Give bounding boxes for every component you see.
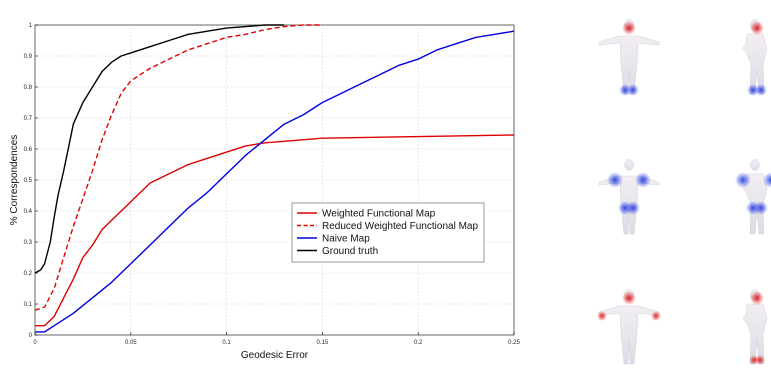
x-tick-label: 0.05	[125, 340, 137, 346]
heat-blob	[622, 21, 636, 35]
heat-blob	[750, 21, 764, 35]
mesh-figure-bent	[742, 289, 768, 365]
y-axis-title: % Correspondences	[9, 135, 20, 226]
heat-blob	[755, 84, 767, 96]
mesh-figure-t-pose	[598, 19, 660, 96]
y-tick-label: 1	[29, 23, 33, 29]
x-tick-label: 0.15	[317, 340, 329, 346]
grid	[35, 25, 514, 335]
y-tick-label: 0.3	[24, 240, 33, 246]
y-tick-label: 0.7	[24, 116, 33, 122]
series-line-naive-map	[35, 30, 515, 333]
y-tick-label: 0.9	[24, 54, 33, 60]
x-axis-title: Geodesic Error	[241, 350, 309, 361]
heat-blob	[754, 201, 768, 215]
mesh-figure-bent	[742, 19, 768, 96]
series-lines	[34, 24, 515, 333]
heat-blob	[607, 172, 623, 188]
legend-label: Naive Map	[322, 234, 370, 245]
mesh-figure-t-pose	[597, 289, 661, 365]
mesh-figure-t-pose	[598, 159, 660, 235]
y-tick-label: 0	[29, 333, 33, 339]
series-line-reduced-weighted-functional-map	[34, 24, 323, 311]
x-tick-label: 0.2	[414, 340, 423, 346]
heat-blob	[626, 201, 640, 215]
x-tick-label: 0	[33, 340, 37, 346]
heat-blob	[763, 172, 771, 188]
y-tick-label: 0.1	[24, 302, 33, 308]
y-tick-label: 0.8	[24, 85, 33, 91]
heat-blob	[755, 355, 765, 365]
x-tick-label: 0.25	[508, 340, 520, 346]
heat-blob	[597, 311, 607, 321]
y-tick-label: 0.4	[24, 209, 33, 215]
legend-label: Weighted Functional Map	[322, 209, 436, 220]
heat-blob	[735, 172, 751, 188]
mesh-figures	[597, 19, 771, 365]
heat-blob	[622, 291, 636, 305]
series-line-weighted-functional-map	[35, 134, 515, 327]
legend-label: Reduced Weighted Functional Map	[322, 221, 478, 232]
legend-box	[291, 202, 485, 263]
y-tick-label: 0.2	[24, 271, 33, 277]
heat-blob	[635, 172, 651, 188]
heat-blob	[750, 291, 764, 305]
heat-blob	[651, 311, 661, 321]
heat-blob	[627, 84, 639, 96]
series-line-ground-truth	[34, 24, 285, 274]
y-tick-label: 0.6	[24, 147, 33, 153]
legend-label: Ground truth	[322, 246, 378, 257]
y-tick-label: 0.5	[24, 178, 33, 184]
mesh-figure-bent	[735, 159, 771, 235]
x-tick-label: 0.1	[222, 340, 231, 346]
